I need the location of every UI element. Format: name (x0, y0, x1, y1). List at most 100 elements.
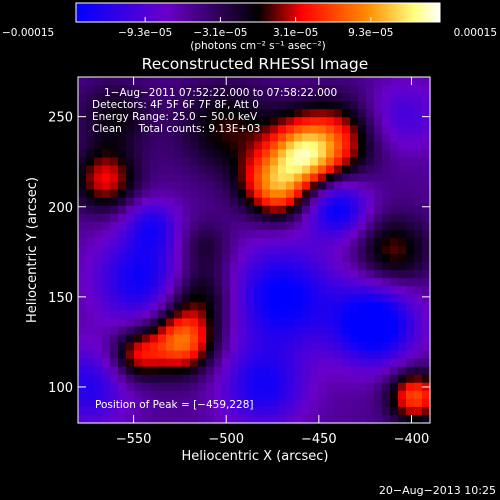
heatmap-cell (270, 245, 279, 255)
heatmap-cell (110, 141, 119, 151)
heatmap-cell (174, 165, 183, 175)
heatmap-cell (134, 93, 143, 102)
heatmap-cell (126, 310, 135, 319)
heatmap-cell (158, 197, 167, 207)
heatmap-cell (374, 358, 383, 368)
heatmap-cell (262, 366, 271, 376)
heatmap-cell (110, 294, 119, 303)
heatmap-cell (174, 350, 183, 360)
heatmap-cell (134, 141, 143, 151)
heatmap-cell (166, 213, 175, 223)
heatmap-cell (350, 254, 359, 263)
heatmap-cell (342, 229, 351, 239)
heatmap-cell (406, 229, 415, 239)
heatmap-cell (222, 245, 231, 255)
heatmap-cell (310, 382, 319, 392)
heatmap-cell (366, 294, 375, 303)
heatmap-cell (278, 334, 287, 344)
heatmap-cell (126, 398, 135, 408)
heatmap-cell (270, 93, 279, 102)
heatmap-cell (270, 117, 279, 126)
heatmap-cell (374, 173, 383, 183)
heatmap-cell (310, 342, 319, 352)
heatmap-cell (382, 398, 391, 408)
heatmap-cell (166, 254, 175, 263)
heatmap-cell (374, 302, 383, 311)
heatmap-cell (158, 117, 167, 126)
heatmap-cell (398, 342, 407, 352)
heatmap-cell (254, 318, 263, 328)
heatmap-cell (102, 310, 111, 319)
heatmap-cell (414, 302, 423, 311)
heatmap-cell (294, 366, 303, 376)
heatmap-cell (174, 334, 183, 344)
heatmap-cell (278, 294, 287, 303)
heatmap-cell (350, 101, 359, 110)
heatmap-cell (158, 294, 167, 303)
heatmap-cell (382, 318, 391, 328)
heatmap-cell (158, 181, 167, 191)
heatmap-cell (150, 157, 159, 167)
heatmap-cell (206, 342, 215, 352)
heatmap-cell (406, 213, 415, 223)
heatmap-cell (262, 326, 271, 336)
heatmap-cell (94, 229, 103, 239)
heatmap-cell (86, 286, 95, 295)
heatmap-cell (390, 125, 399, 134)
heatmap-cell (246, 254, 255, 263)
heatmap-cell (366, 221, 375, 231)
heatmap-cell (342, 181, 351, 191)
heatmap-cell (174, 205, 183, 215)
heatmap-cell (94, 85, 103, 94)
heatmap-cell (166, 85, 175, 94)
heatmap-cell (326, 149, 335, 159)
heatmap-cell (406, 270, 415, 279)
heatmap-cell (286, 358, 295, 368)
heatmap-cell (142, 181, 151, 191)
heatmap-cell (134, 262, 143, 271)
heatmap-cell (414, 254, 423, 263)
heatmap-cell (230, 350, 239, 360)
heatmap-cell (254, 245, 263, 255)
heatmap-cell (150, 382, 159, 392)
plot-frame (77, 76, 431, 424)
heatmap-cell (150, 93, 159, 102)
heatmap-cell (334, 406, 343, 416)
heatmap-cell (382, 278, 391, 287)
heatmap-cell (334, 205, 343, 215)
heatmap-cell (302, 125, 311, 134)
heatmap-cell (342, 254, 351, 263)
heatmap-cell (230, 278, 239, 287)
heatmap-cell (278, 141, 287, 151)
heatmap-cell (374, 125, 383, 134)
heatmap-cell (310, 93, 319, 102)
heatmap-cell (294, 270, 303, 279)
heatmap-cell (166, 390, 175, 400)
heatmap-cell (126, 93, 135, 102)
heatmap-cell (342, 117, 351, 126)
heatmap-cell (262, 133, 271, 142)
heatmap-cell (118, 286, 127, 295)
heatmap-cell (286, 205, 295, 215)
heatmap-cell (334, 85, 343, 94)
heatmap-cell (198, 213, 207, 223)
heatmap-cell (302, 221, 311, 231)
heatmap-cell (358, 189, 367, 199)
heatmap-cell (78, 286, 87, 295)
heatmap-cell (190, 181, 199, 191)
heatmap-cell (214, 358, 223, 368)
heatmap-cell (214, 149, 223, 159)
heatmap-cell (390, 133, 399, 142)
heatmap-cell (254, 294, 263, 303)
heatmap-cell (262, 270, 271, 279)
heatmap-cell (302, 117, 311, 126)
heatmap-cell (326, 93, 335, 102)
heatmap-cell (398, 157, 407, 167)
heatmap-cell (334, 334, 343, 344)
heatmap-cell (286, 294, 295, 303)
heatmap-cell (94, 374, 103, 384)
heatmap-cell (198, 358, 207, 368)
heatmap-cell (422, 302, 431, 311)
heatmap-cell (358, 133, 367, 142)
heatmap-cell (94, 173, 103, 183)
